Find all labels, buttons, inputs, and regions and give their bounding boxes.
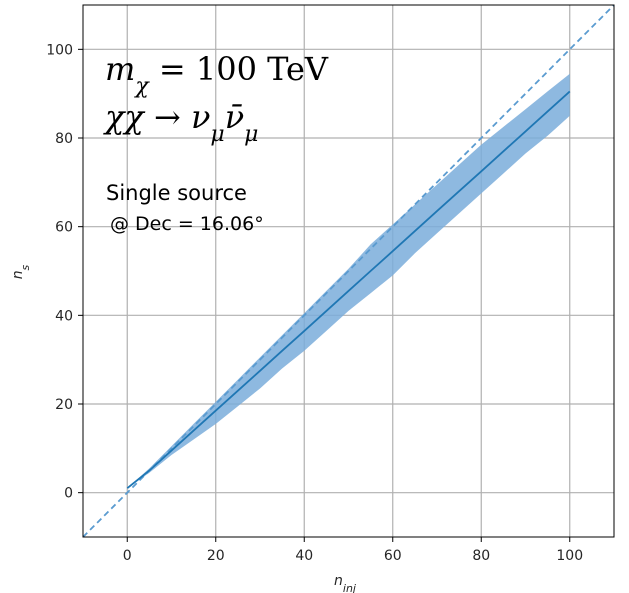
x-tick-label: 40 xyxy=(295,548,313,564)
x-axis-label: ninj xyxy=(334,573,357,593)
y-tick-label: 60 xyxy=(55,220,73,236)
annotation-mass-sub: χ xyxy=(133,74,150,99)
y-axis-label-sub: s xyxy=(19,264,32,270)
x-tick-label: 60 xyxy=(384,548,402,564)
y-tick-label: 0 xyxy=(64,486,73,502)
x-axis-ticks: 0 20 40 60 80 100 xyxy=(123,537,583,564)
x-tick-label: 20 xyxy=(207,548,225,564)
diagonal-reference-line xyxy=(83,5,614,537)
uncertainty-band xyxy=(127,73,570,489)
x-tick-label: 80 xyxy=(472,548,490,564)
y-tick-label: 80 xyxy=(55,131,73,147)
x-tick-label: 0 xyxy=(123,548,132,564)
y-axis-label: ns xyxy=(10,264,32,279)
y-tick-label: 20 xyxy=(55,397,73,413)
y-axis-ticks: 0 20 40 60 80 100 xyxy=(46,42,83,502)
annotation-source: Single source xyxy=(106,181,247,205)
y-tick-label: 40 xyxy=(55,308,73,324)
median-line xyxy=(126,90,571,489)
x-axis-label-sub: inj xyxy=(343,582,357,593)
plot-frame xyxy=(82,4,615,538)
y-tick-label: 100 xyxy=(46,42,73,58)
x-tick-label: 100 xyxy=(556,548,583,564)
annotation-dec: @ Dec = 16.06° xyxy=(110,213,264,235)
